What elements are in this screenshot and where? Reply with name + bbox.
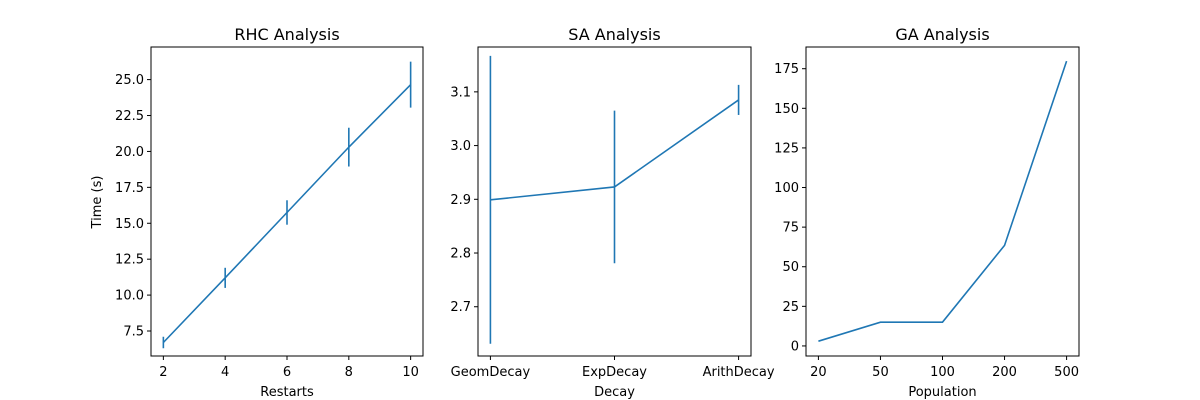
rhc-x-axis-label: Restarts (260, 385, 314, 400)
ga-x-tick-label: 200 (992, 365, 1017, 380)
rhc-x-tick-label: 8 (345, 365, 353, 380)
rhc-y-tick-label: 22.5 (115, 109, 144, 124)
rhc-chart-title: RHC Analysis (234, 25, 339, 44)
sa-y-tick-label: 2.8 (450, 247, 471, 262)
sa-y-tick-label: 2.7 (450, 300, 471, 315)
sa-x-tick-label: ArithDecay (703, 365, 775, 380)
rhc-x-tick-label: 4 (221, 365, 229, 380)
ga-chart-title: GA Analysis (895, 25, 989, 44)
ga-y-tick-label: 125 (774, 141, 799, 156)
rhc-x-tick-label: 2 (159, 365, 167, 380)
ga-y-tick-label: 100 (774, 181, 799, 196)
rhc-y-tick-label: 20.0 (115, 145, 144, 160)
sa-y-tick-label: 2.9 (450, 193, 471, 208)
rhc-y-tick-label: 17.5 (115, 181, 144, 196)
ga-y-tick-label: 0 (791, 339, 799, 354)
ga-x-tick-label: 100 (930, 365, 955, 380)
ga-y-tick-label: 50 (782, 260, 799, 275)
rhc-y-tick-label: 15.0 (115, 217, 144, 232)
ga-analysis-panel: GA Analysis Population 20 50 100 200 500 0 25 5… (774, 25, 1080, 400)
rhc-y-tick-label: 25.0 (115, 73, 144, 88)
rhc-y-tick-label: 10.0 (115, 289, 144, 304)
rhc-x-tick-label: 10 (402, 365, 419, 380)
ga-x-axis-label: Population (908, 385, 976, 400)
ga-y-tick-label: 150 (774, 102, 799, 117)
rhc-y-tick-label: 7.5 (123, 325, 144, 340)
sa-y-tick-label: 3.0 (450, 139, 471, 154)
sa-y-tick-label: 3.1 (450, 85, 471, 100)
ga-axes-frame (805, 46, 1080, 357)
ga-y-tick-label: 175 (774, 62, 799, 77)
sa-analysis-panel: SA Analysis Decay GeomDecay ExpDecay Arith… (450, 25, 775, 400)
rhc-y-axis-label: Time (s) (90, 176, 105, 230)
ga-x-tick-label: 50 (872, 365, 889, 380)
ga-series-line (818, 60, 1068, 342)
rhc-x-tick-label: 6 (283, 365, 291, 380)
ga-x-tick-label: 500 (1054, 365, 1079, 380)
rhc-analysis-panel: RHC Analysis Restarts Time (s) 2 4 6 8 10 7.5… (90, 25, 424, 400)
ga-y-tick-label: 25 (782, 300, 799, 315)
sa-chart-title: SA Analysis (568, 25, 660, 44)
sa-x-axis-label: Decay (594, 385, 635, 400)
ga-y-tick-label: 75 (782, 221, 799, 236)
ga-x-tick-label: 20 (810, 365, 827, 380)
sa-x-tick-label: ExpDecay (582, 365, 647, 380)
sa-x-tick-label: GeomDecay (451, 365, 531, 380)
rhc-y-tick-label: 12.5 (115, 253, 144, 268)
